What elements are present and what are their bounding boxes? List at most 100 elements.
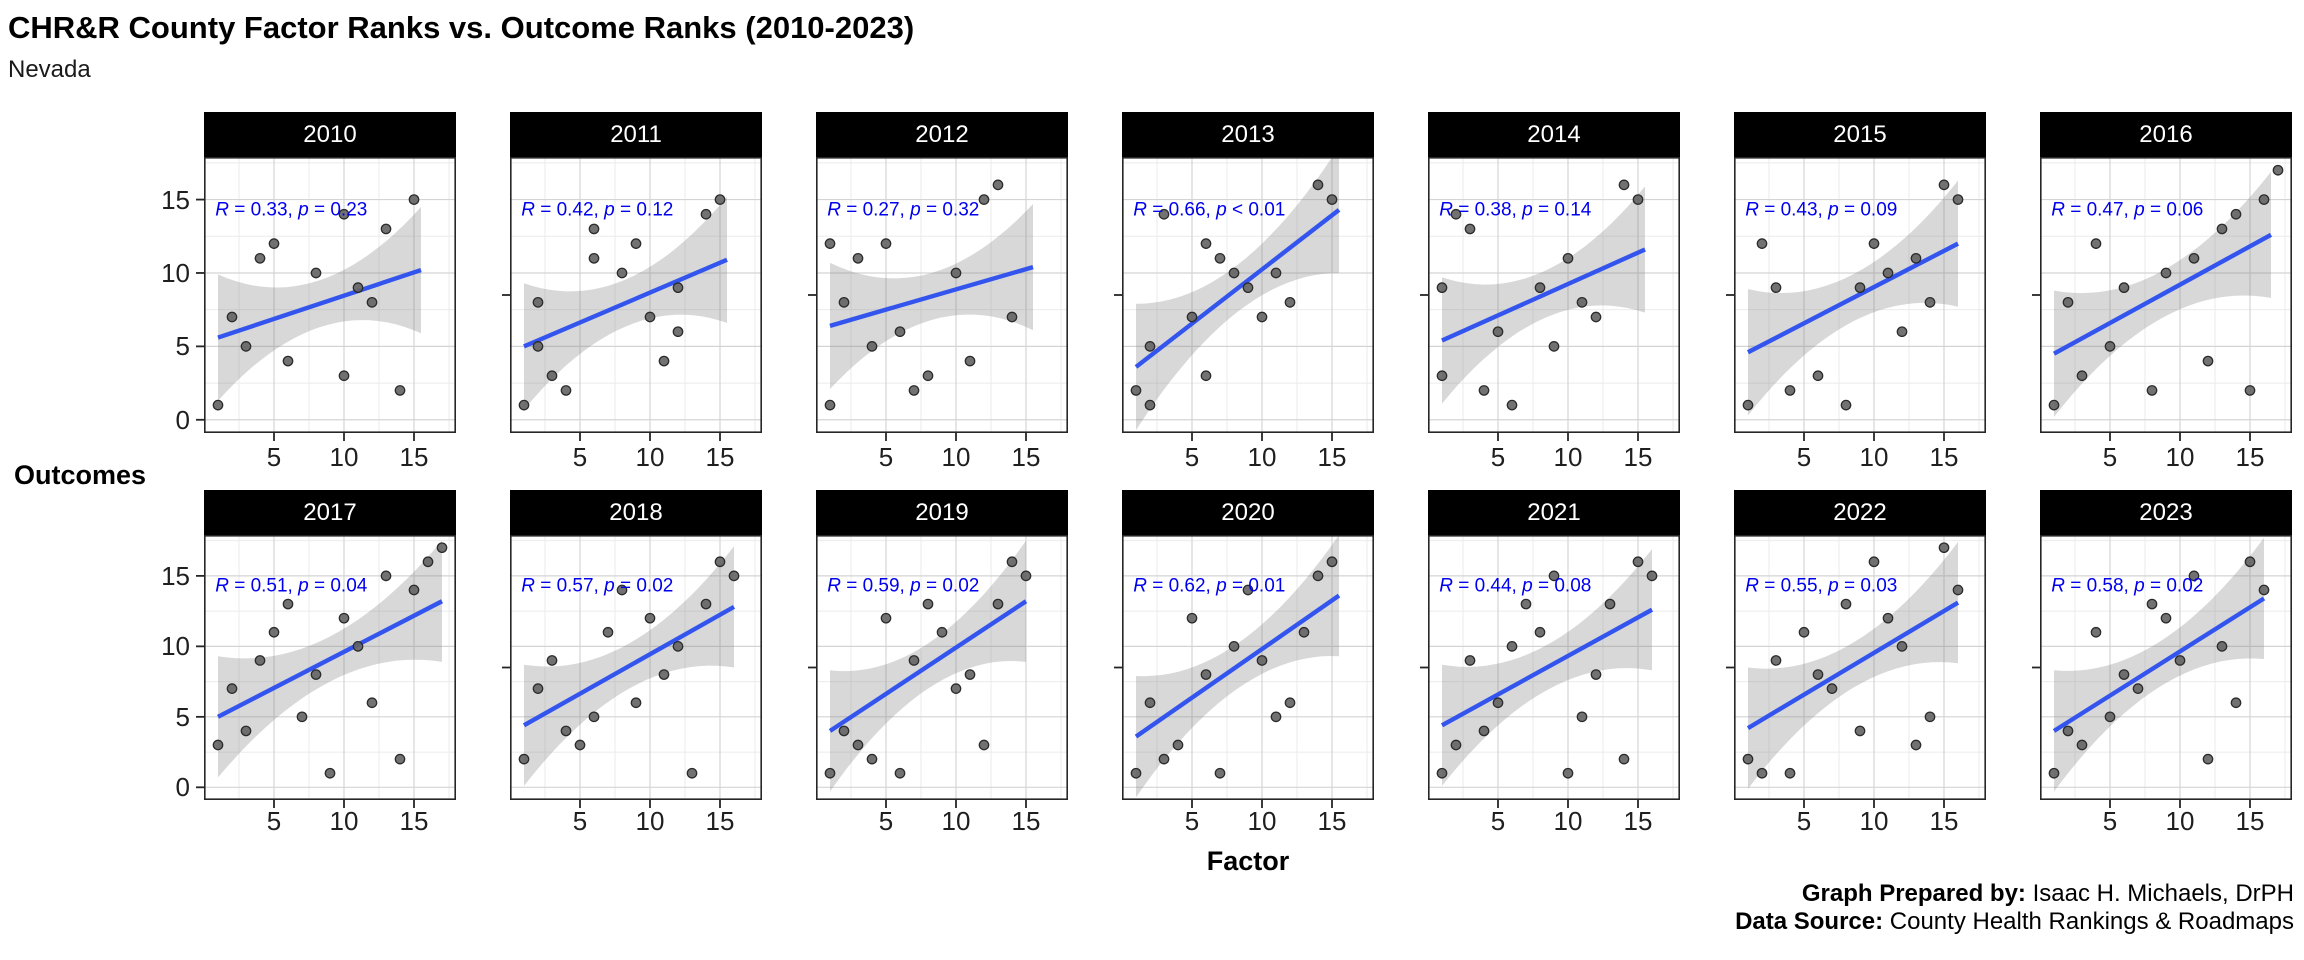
facet-panel-2016: R = 0.47, p = 0.06 [2032, 157, 2292, 441]
data-point [1534, 626, 1546, 638]
data-point [1256, 311, 1268, 323]
x-tick-label: 5 [1184, 806, 1200, 836]
panel-border [816, 535, 1068, 800]
data-point [644, 311, 656, 323]
data-point [394, 385, 406, 396]
data-point [630, 697, 642, 709]
data-point [2216, 641, 2228, 652]
data-point [894, 326, 906, 338]
trend-line [523, 257, 728, 349]
prepared-by-line: Graph Prepared by: Isaac H. Michaels, Dr… [1735, 880, 2294, 908]
data-point [922, 370, 934, 382]
data-point [992, 179, 1004, 191]
correlation-annotation: R = 0.27, p = 0.32 [827, 200, 979, 221]
data-point [700, 598, 712, 610]
trend-line [1440, 607, 1654, 728]
data-point [1298, 626, 1310, 638]
data-point [1646, 570, 1658, 582]
data-point [2244, 385, 2256, 396]
data-point [1742, 753, 1754, 765]
correlation-annotation: R = 0.62, p = 0.01 [1133, 575, 1285, 596]
panel-border [1734, 157, 1986, 433]
data-point [1158, 208, 1170, 220]
facet-panel-2012: R = 0.27, p = 0.32 [808, 157, 1068, 441]
facet-header-2012: 2012 [816, 112, 1068, 157]
data-point [1006, 556, 1018, 568]
data-point [1742, 399, 1754, 411]
data-point [824, 399, 836, 411]
data-point [1144, 697, 1156, 709]
x-tick-label: 5 [878, 442, 894, 472]
data-point [1632, 556, 1644, 568]
data-point [950, 683, 962, 694]
x-tick-label: 15 [399, 806, 429, 836]
data-point [436, 542, 448, 554]
x-tick-label: 15 [1011, 806, 1041, 836]
data-point [560, 725, 572, 737]
x-tick-label: 15 [1011, 442, 1041, 472]
data-point [1576, 296, 1588, 308]
data-point [408, 584, 420, 596]
data-point [1256, 655, 1268, 666]
x-tick-label: 5 [1184, 442, 1200, 472]
trend-line [829, 264, 1034, 328]
facet-header-2016: 2016 [2040, 112, 2292, 157]
data-point [1200, 370, 1212, 382]
facet-panel-2018: R = 0.57, p = 0.02 [502, 535, 762, 808]
data-point [1756, 238, 1768, 249]
trend-line [216, 599, 444, 719]
facet-header-2014: 2014 [1428, 112, 1680, 157]
correlation-annotation: R = 0.44, p = 0.08 [1439, 575, 1591, 596]
data-point [1506, 641, 1518, 652]
data-point [310, 267, 322, 279]
data-point [2090, 238, 2102, 249]
trend-line [522, 604, 736, 728]
trend-line [217, 267, 422, 340]
trend-line [1134, 593, 1341, 739]
data-point [1756, 767, 1768, 779]
data-point [408, 194, 420, 205]
data-point [1006, 311, 1018, 323]
data-point [1020, 570, 1032, 582]
facet-header-2010: 2010 [204, 112, 456, 157]
panel-border [510, 157, 762, 433]
data-point [1436, 767, 1448, 779]
data-point [324, 767, 336, 779]
x-tick-label: 5 [2102, 806, 2118, 836]
data-point [1798, 626, 1810, 638]
attribution-footer: Graph Prepared by: Isaac H. Michaels, Dr… [1735, 880, 2294, 936]
confidence-band [1136, 157, 1339, 431]
x-tick-label: 15 [705, 806, 735, 836]
data-point [714, 194, 726, 205]
data-point [992, 598, 1004, 610]
data-point [560, 385, 572, 396]
data-point [1464, 655, 1476, 666]
data-point [1924, 296, 1936, 308]
data-point [1576, 711, 1588, 723]
data-point [1770, 282, 1782, 294]
panel-border [1428, 157, 1680, 433]
data-point [1840, 598, 1852, 610]
data-point [1548, 341, 1560, 352]
data-point [1242, 584, 1254, 596]
data-point [574, 739, 586, 751]
x-tick-label: 15 [705, 442, 735, 472]
correlation-annotation: R = 0.59, p = 0.02 [827, 575, 979, 596]
data-point [212, 739, 224, 751]
y-tick-label: 10 [161, 631, 190, 662]
data-point [240, 341, 252, 352]
panel-border [204, 535, 456, 800]
data-source-value: County Health Rankings & Roadmaps [1889, 908, 2294, 935]
data-point [2132, 683, 2144, 694]
data-point [588, 252, 600, 264]
data-point [1200, 238, 1212, 249]
trend-line [1441, 247, 1646, 343]
data-point [852, 739, 864, 751]
y-tick-label: 0 [175, 772, 190, 803]
data-point [964, 355, 976, 367]
data-point [296, 711, 308, 723]
y-axis-title: Outcomes [14, 460, 147, 490]
x-tick-label: 15 [1317, 806, 1347, 836]
facet-panel-2022: R = 0.55, p = 0.03 [1726, 535, 1986, 808]
